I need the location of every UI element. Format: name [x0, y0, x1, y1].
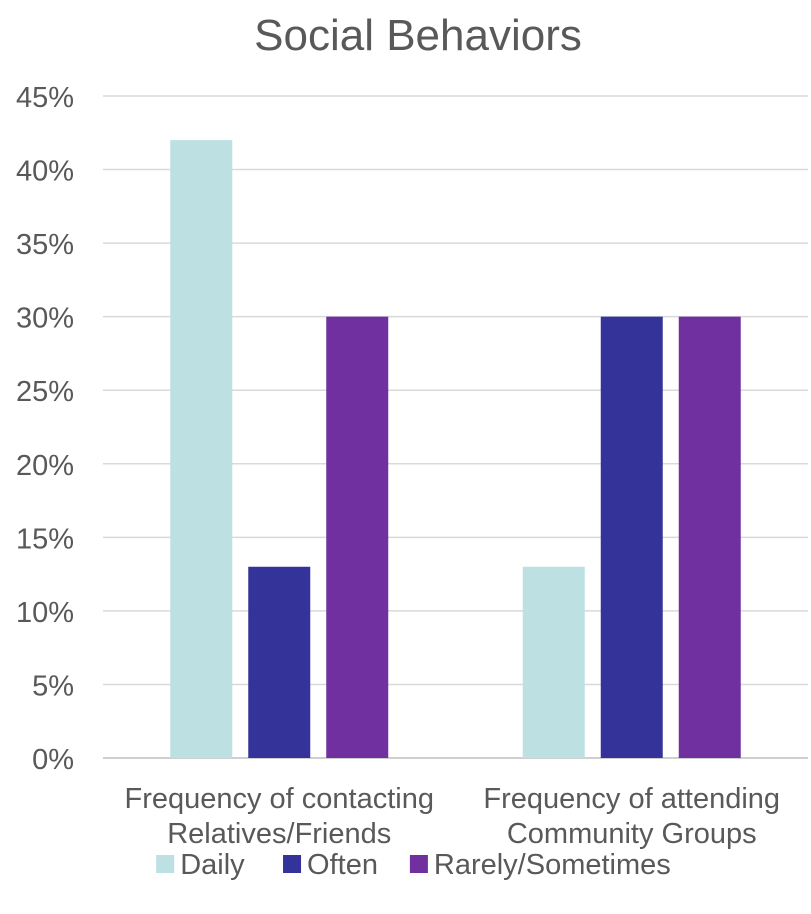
y-tick-label: 10% [16, 597, 74, 629]
y-tick-label: 35% [16, 229, 74, 261]
bar-daily [170, 140, 233, 759]
legend-swatch [156, 855, 175, 873]
bar-rarely-sometimes [678, 316, 741, 758]
bars [170, 140, 741, 759]
x-axis-categories: Frequency of contacting Relatives/Friends… [124, 783, 780, 850]
legend-label: Rarely/Sometimes [434, 849, 671, 881]
chart-title: Social Behaviors [254, 11, 582, 60]
y-axis-ticks: 0% 5% 10% 15% 20% 25% 30% 35% 40% 45% [16, 82, 74, 776]
y-tick-label: 5% [32, 670, 74, 702]
legend-swatch [409, 855, 428, 873]
y-tick-label: 0% [32, 744, 74, 776]
category-label: Frequency of attending Community Groups [483, 783, 780, 850]
y-tick-label: 15% [16, 523, 74, 555]
y-tick-label: 25% [16, 376, 74, 408]
y-tick-label: 20% [16, 450, 74, 482]
bar-often [248, 566, 311, 758]
y-tick-label: 30% [16, 303, 74, 335]
bar-rarely-sometimes [326, 316, 389, 758]
legend-swatch [283, 855, 302, 873]
bar-often [600, 316, 663, 758]
legend-label: Daily [180, 849, 245, 881]
category-label: Frequency of contacting Relatives/Friends [124, 783, 434, 850]
bar-daily [522, 566, 585, 758]
y-tick-label: 40% [16, 156, 74, 188]
y-tick-label: 45% [16, 82, 74, 114]
legend-label: Often [307, 849, 378, 881]
legend: Daily Often Rarely/Sometimes [156, 849, 671, 881]
